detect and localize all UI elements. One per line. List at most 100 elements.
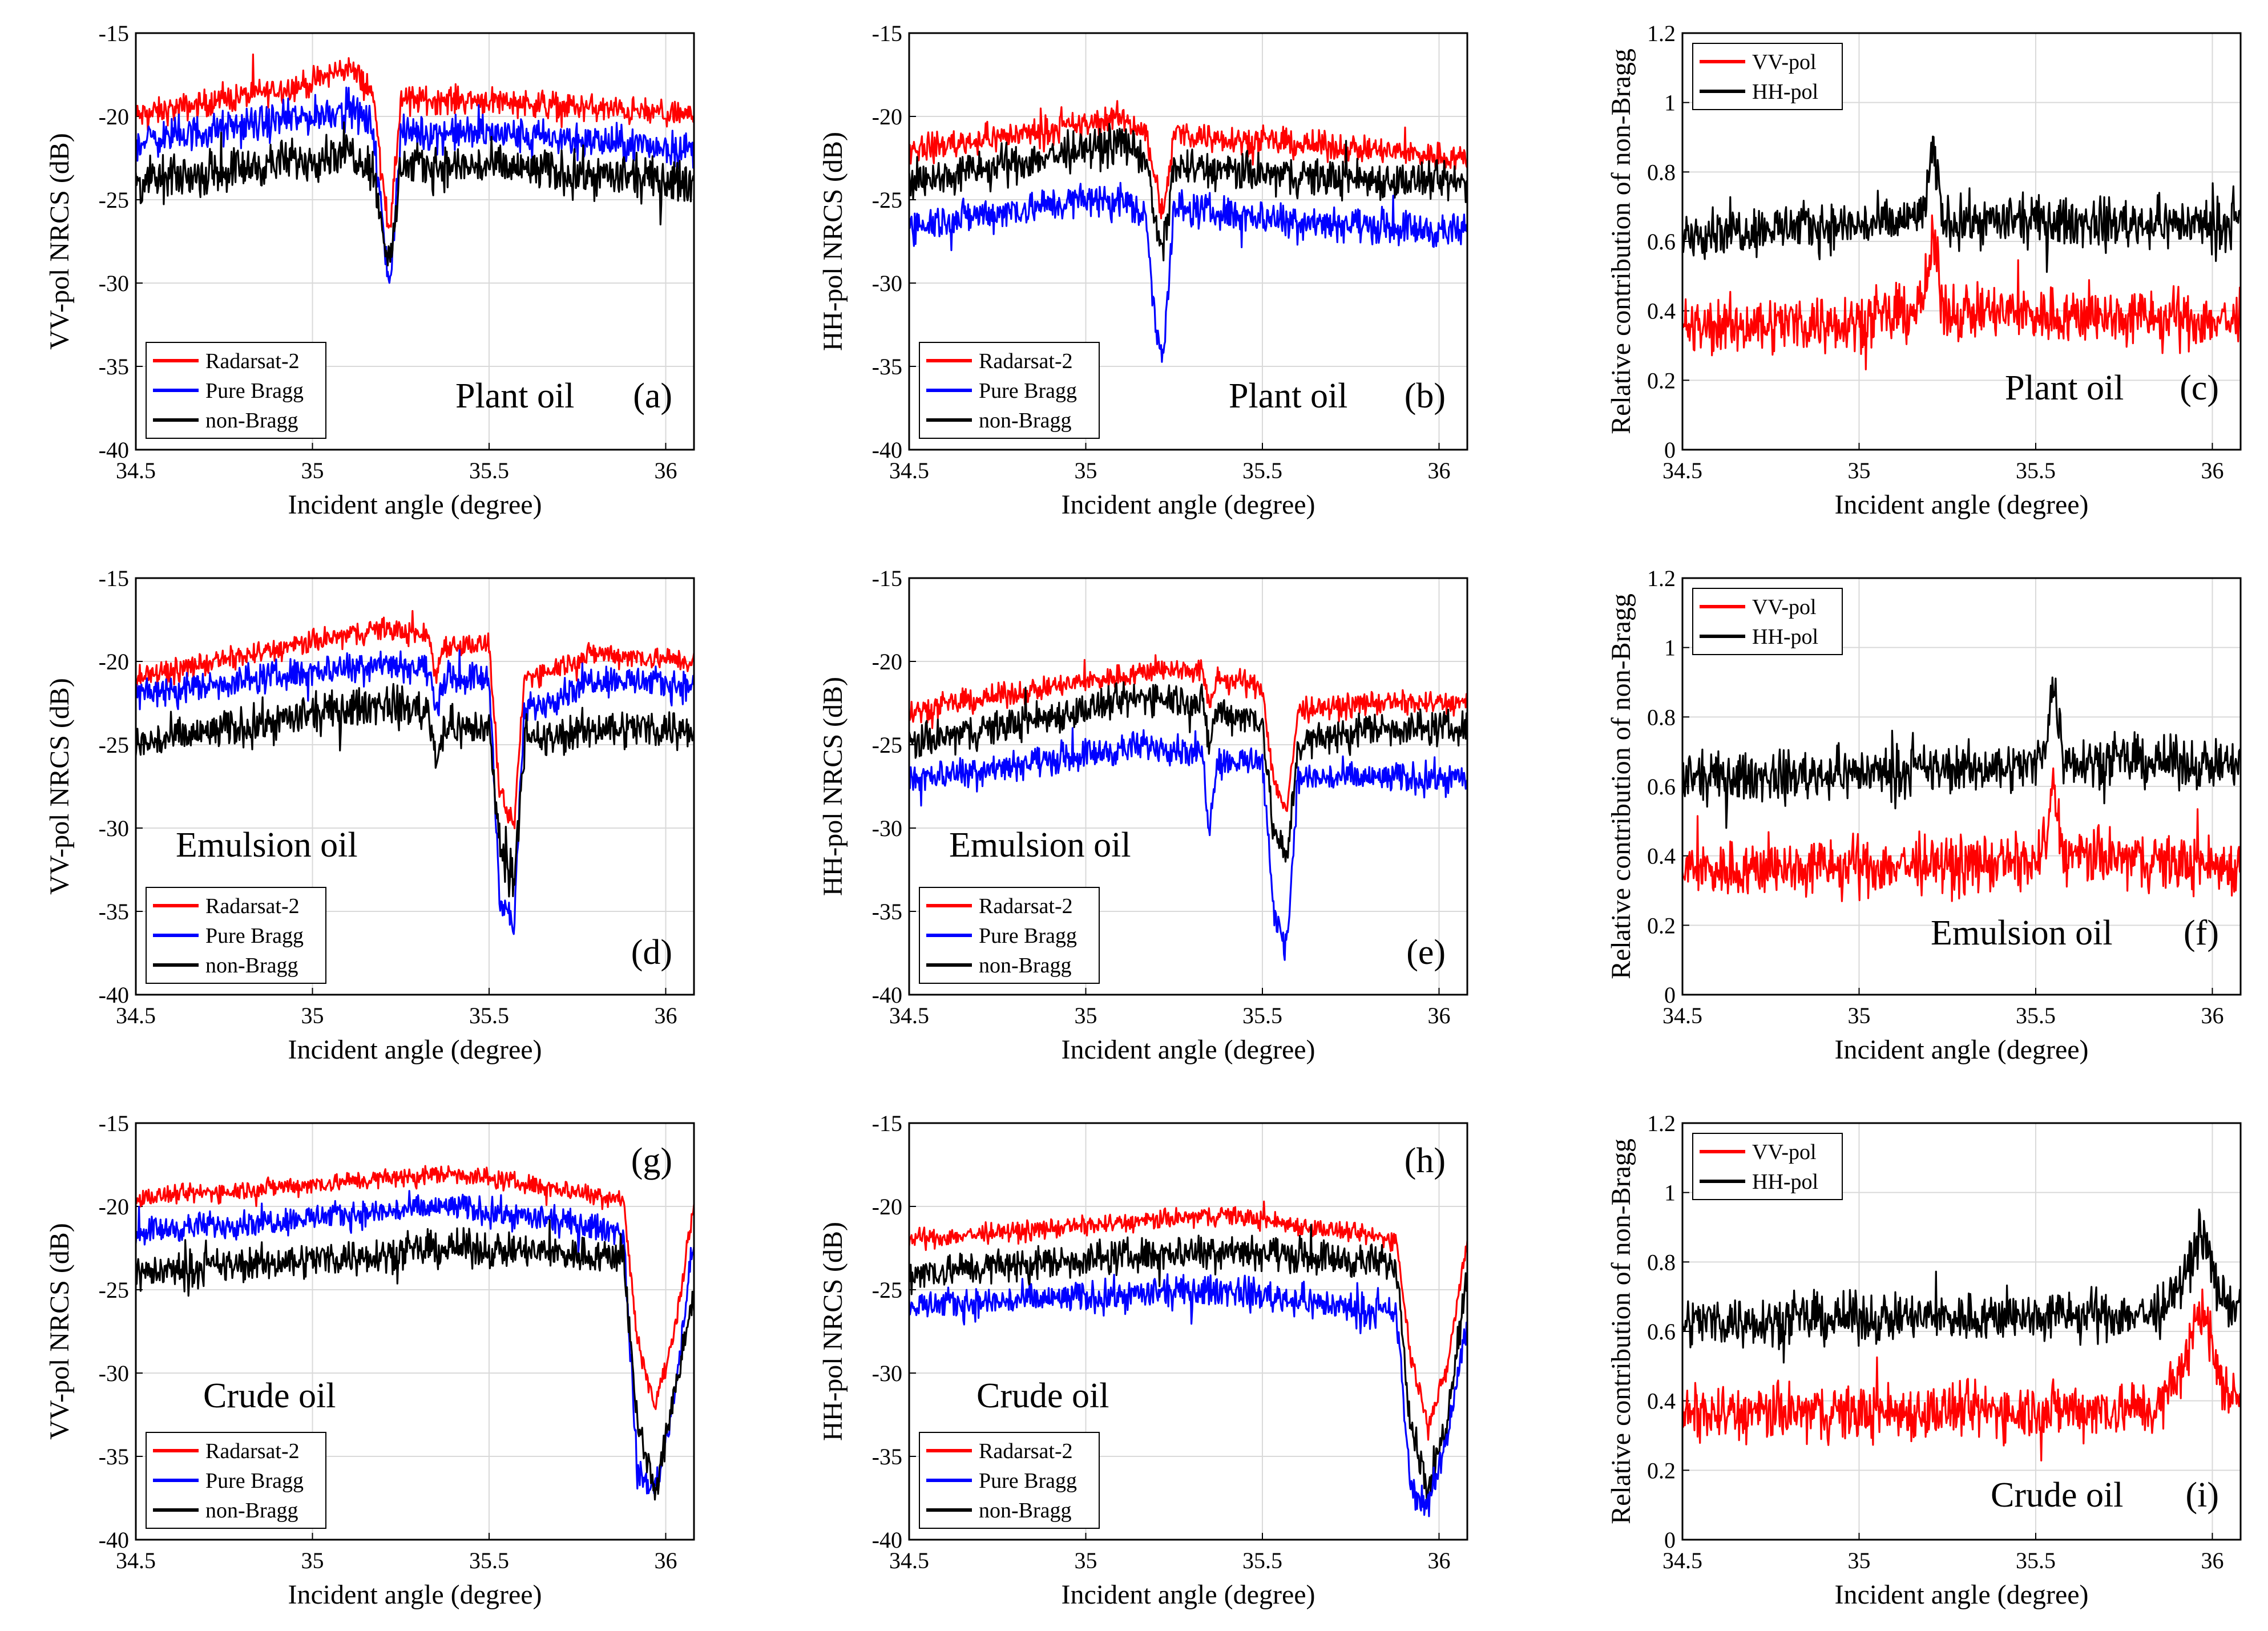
y-tick-label: -15 — [872, 21, 902, 46]
panel-letter: (c) — [2180, 369, 2219, 407]
axes-box — [1681, 1122, 2242, 1541]
y-tick-label: -20 — [99, 1194, 129, 1220]
x-tick-label: 35.5 — [2016, 1548, 2056, 1573]
y-axis-label: VV-pol NRCS (dB) — [45, 1223, 75, 1440]
axes-box — [1681, 32, 2242, 451]
y-tick-label: -30 — [872, 271, 902, 296]
y-tick-label: -15 — [872, 1111, 902, 1136]
series-line-non-bragg — [136, 683, 694, 898]
x-tick-label: 35 — [301, 1003, 324, 1028]
y-tick-label: -40 — [872, 437, 902, 463]
legend-label: VV-pol — [1752, 595, 1817, 619]
legend-label: non-Bragg — [205, 1499, 298, 1523]
x-tick-label: 35.5 — [469, 1548, 509, 1573]
legend-label: HH-pol — [1752, 1170, 1818, 1194]
x-tick-label: 36 — [2201, 1548, 2223, 1573]
series-line-radarsat-2 — [136, 1165, 694, 1410]
legend-label: Radarsat-2 — [205, 894, 300, 918]
x-tick-label: 35 — [1074, 1548, 1097, 1573]
x-tick-label: 36 — [654, 1548, 677, 1573]
oil-type-label: Emulsion oil — [1931, 914, 2113, 952]
x-axis-label: Incident angle (degree) — [288, 490, 542, 520]
y-tick-label: -25 — [99, 1277, 129, 1303]
x-tick-label: 35 — [1847, 458, 1870, 483]
y-tick-label: -40 — [99, 1527, 129, 1553]
y-tick-label: 0.4 — [1647, 298, 1676, 324]
y-axis-label: VV-pol NRCS (dB) — [45, 133, 75, 350]
panel-i: 0 0.2 0.4 0.6 0.8 1 1.2 34.5 35 35.5 36 Incident an… — [1606, 1111, 2242, 1610]
y-tick-label: 0.6 — [1647, 774, 1676, 800]
y-tick-label: 0.8 — [1647, 159, 1676, 185]
y-tick-label: -40 — [872, 982, 902, 1008]
legend-label: Pure Bragg — [205, 924, 304, 948]
axes-box — [1681, 577, 2242, 996]
x-tick-label: 35.5 — [2016, 458, 2056, 483]
y-tick-label: 0.8 — [1647, 704, 1676, 730]
x-tick-label: 35.5 — [469, 1003, 509, 1028]
x-axis-label: Incident angle (degree) — [1834, 1580, 2088, 1610]
x-tick-label: 35 — [301, 1548, 324, 1573]
legend-label: VV-pol — [1752, 50, 1817, 74]
axes-box — [908, 32, 1468, 451]
legend-label: non-Bragg — [205, 954, 298, 978]
series-line-vv-pol — [1682, 767, 2241, 902]
panel-letter: (e) — [1406, 933, 1446, 972]
oil-type-label: Plant oil — [1229, 377, 1347, 415]
x-tick-label: 34.5 — [889, 458, 929, 483]
legend-label: non-Bragg — [205, 409, 298, 433]
legend-label: Pure Bragg — [979, 1469, 1077, 1493]
legend: Radarsat-2 Pure Bragg non-Bragg — [146, 1432, 326, 1529]
legend-box — [1692, 1133, 1843, 1200]
y-tick-label: -35 — [99, 354, 129, 380]
y-tick-label: -40 — [872, 1527, 902, 1553]
series-line-non-bragg — [909, 681, 1467, 863]
x-tick-label: 36 — [1427, 1003, 1450, 1028]
y-tick-label: 1.2 — [1647, 1111, 1676, 1136]
y-tick-label: -15 — [872, 566, 902, 591]
y-tick-label: -20 — [872, 649, 902, 675]
x-tick-label: 35.5 — [1242, 1003, 1282, 1028]
y-axis-label: VV-pol NRCS (dB) — [45, 678, 75, 895]
legend: VV-pol HH-pol — [1692, 588, 1843, 655]
x-tick-label: 34.5 — [889, 1548, 929, 1573]
x-tick-label: 36 — [654, 1003, 677, 1028]
x-tick-label: 35.5 — [2016, 1003, 2056, 1028]
x-axis-label: Incident angle (degree) — [1834, 490, 2088, 520]
series-line-radarsat-2 — [909, 1200, 1467, 1441]
y-tick-label: 0.4 — [1647, 843, 1676, 869]
y-tick-label: 0.6 — [1647, 229, 1676, 255]
series-line-pure-bragg — [136, 1190, 694, 1495]
series-line-non-bragg — [136, 1219, 694, 1501]
y-tick-label: 1.2 — [1647, 21, 1676, 46]
y-tick-label: -25 — [99, 187, 129, 213]
x-tick-label: 35.5 — [469, 458, 509, 483]
legend-label: Pure Bragg — [205, 1469, 304, 1493]
y-tick-label: -15 — [99, 21, 129, 46]
x-axis-label: Incident angle (degree) — [1061, 1035, 1315, 1065]
x-axis-label: Incident angle (degree) — [1061, 490, 1315, 520]
y-tick-label: -25 — [99, 732, 129, 758]
legend-label: Pure Bragg — [205, 379, 304, 403]
panel-letter: (b) — [1405, 377, 1446, 415]
legend: Radarsat-2 Pure Bragg non-Bragg — [146, 887, 326, 984]
y-tick-label: -30 — [99, 816, 129, 841]
x-tick-label: 35 — [1074, 1003, 1097, 1028]
series-line-pure-bragg — [909, 727, 1467, 961]
legend-box — [1692, 588, 1843, 655]
y-tick-label: -30 — [872, 1360, 902, 1386]
x-tick-label: 36 — [2201, 1003, 2223, 1028]
series-line-non-bragg — [909, 1224, 1467, 1504]
y-axis-label: HH-pol NRCS (dB) — [818, 1222, 848, 1441]
series-line-hh-pol — [1682, 135, 2241, 273]
legend-label: Radarsat-2 — [979, 1439, 1073, 1463]
x-tick-label: 35 — [1847, 1003, 1870, 1028]
legend-label: VV-pol — [1752, 1140, 1817, 1164]
panel-letter: (g) — [631, 1141, 672, 1180]
series-line-pure-bragg — [136, 86, 694, 284]
x-tick-label: 35.5 — [1242, 458, 1282, 483]
legend: Radarsat-2 Pure Bragg non-Bragg — [919, 887, 1100, 984]
y-tick-label: 1.2 — [1647, 566, 1676, 591]
